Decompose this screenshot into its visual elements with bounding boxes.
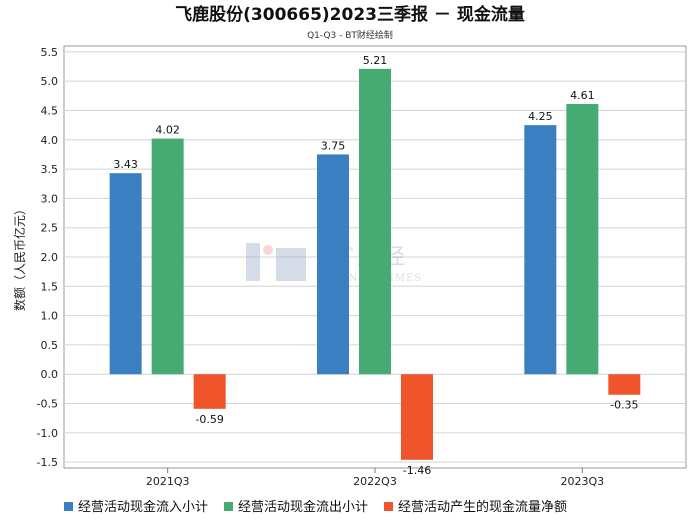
y-tick-label: 0.0 [41, 368, 59, 381]
bar [109, 173, 142, 375]
legend: 经营活动现金流入小计 经营活动现金流出小计 经营活动产生的现金流量净额 [64, 499, 567, 515]
y-tick-label: 2.0 [41, 251, 59, 264]
x-axis-ticks: 2021Q3 2022Q3 2023Q3 [146, 468, 604, 488]
watermark-logo-dot-icon [263, 245, 273, 255]
legend-label: 经营活动现金流出小计 [238, 499, 368, 515]
legend-label: 经营活动产生的现金流量净额 [398, 499, 567, 515]
y-axis-label: 数额（人民币亿元） [12, 203, 27, 311]
y-axis-ticks: 5.5 5.0 4.5 4.0 3.5 3.0 2.5 2.0 1.5 1.0 0.5 0.0 -0.5… [37, 46, 58, 469]
data-label: -0.35 [610, 399, 638, 412]
x-tick-label: 2021Q3 [146, 475, 190, 488]
legend-label: 经营活动现金流入小计 [78, 499, 208, 515]
bar [359, 68, 391, 375]
y-tick-label: 4.0 [41, 134, 59, 147]
legend-swatch [384, 502, 394, 511]
y-tick-label: -1.5 [37, 456, 58, 469]
data-label: -1.46 [403, 464, 431, 477]
bar [524, 125, 557, 375]
y-tick-label: 1.5 [41, 280, 59, 293]
y-tick-label: 1.0 [41, 310, 59, 323]
watermark-logo-bar-icon [276, 248, 306, 281]
legend-swatch [64, 502, 73, 511]
y-tick-label: 3.0 [41, 192, 59, 205]
x-tick-label: 2022Q3 [353, 475, 397, 488]
chart-subtitle: Q1-Q3 - BT财经绘制 [307, 29, 393, 41]
y-tick-label: 5.0 [41, 75, 59, 88]
y-tick-label: -0.5 [37, 398, 58, 411]
data-label: 4.02 [155, 124, 180, 137]
y-tick-label: -1.0 [37, 427, 58, 440]
data-label: -0.59 [195, 413, 223, 426]
data-label: 3.75 [321, 139, 346, 152]
data-label: 4.25 [528, 110, 553, 123]
bars: 3.43 4.02 -0.59 3.75 5.21 -1.46 4.25 4.61 -0.35 [109, 54, 641, 477]
bar [401, 374, 433, 460]
y-tick-label: 0.5 [41, 339, 59, 352]
y-tick-label: 5.5 [41, 46, 59, 59]
data-label: 4.61 [570, 89, 595, 102]
x-tick-label: 2023Q3 [561, 475, 605, 488]
bar [317, 154, 349, 375]
bar [608, 374, 641, 395]
bar [193, 374, 226, 409]
watermark-logo-icon [246, 243, 260, 281]
chart-title: 飞鹿股份(300665)2023三季报 － 现金流量 [175, 4, 525, 25]
y-tick-label: 2.5 [41, 222, 59, 235]
data-label: 3.43 [113, 158, 138, 171]
y-tick-label: 4.5 [41, 104, 59, 117]
legend-swatch [224, 502, 234, 511]
bar [566, 104, 599, 375]
data-label: 5.21 [363, 54, 388, 67]
bar [151, 138, 184, 375]
y-tick-label: 3.5 [41, 163, 59, 176]
